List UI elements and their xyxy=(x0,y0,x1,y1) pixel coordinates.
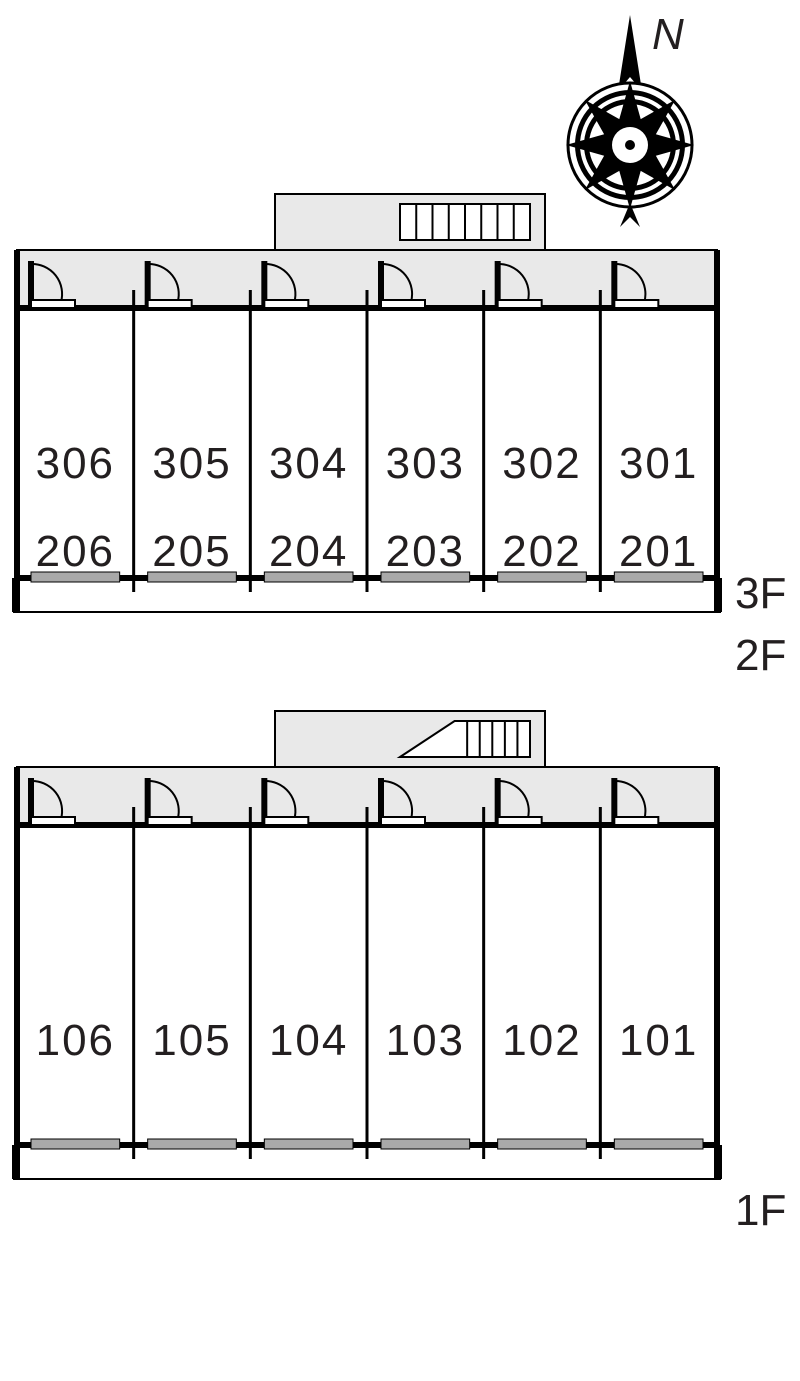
unit-label-103: 103 xyxy=(386,1016,465,1065)
floorplan-lower: 106 105 104 103 102 101 1F xyxy=(13,711,786,1235)
unit-label-102: 102 xyxy=(502,1016,581,1065)
unit-label-104: 104 xyxy=(269,1016,348,1065)
floor-label-1F: 1F xyxy=(735,1186,786,1235)
unit-label-303: 303 xyxy=(386,439,465,488)
unit-label-302: 302 xyxy=(502,439,581,488)
unit-label-202: 202 xyxy=(502,527,581,576)
unit-label-105: 105 xyxy=(152,1016,231,1065)
unit-label-101: 101 xyxy=(619,1016,698,1065)
compass-north-label: N xyxy=(652,10,684,59)
unit-label-201: 201 xyxy=(619,527,698,576)
unit-label-206: 206 xyxy=(36,527,115,576)
unit-label-203: 203 xyxy=(386,527,465,576)
unit-label-305: 305 xyxy=(152,439,231,488)
unit-label-304: 304 xyxy=(269,439,348,488)
unit-label-204: 204 xyxy=(269,527,348,576)
unit-label-106: 106 xyxy=(36,1016,115,1065)
compass-rose: N xyxy=(566,10,694,227)
unit-label-306: 306 xyxy=(36,439,115,488)
unit-label-301: 301 xyxy=(619,439,698,488)
floor-label-2F: 2F xyxy=(735,631,786,680)
floorplan-upper: 306 305 304 303 302 301 206 205 204 203 202 201 3F 2F xyxy=(13,194,786,680)
unit-label-205: 205 xyxy=(152,527,231,576)
floor-label-3F: 3F xyxy=(735,569,786,618)
